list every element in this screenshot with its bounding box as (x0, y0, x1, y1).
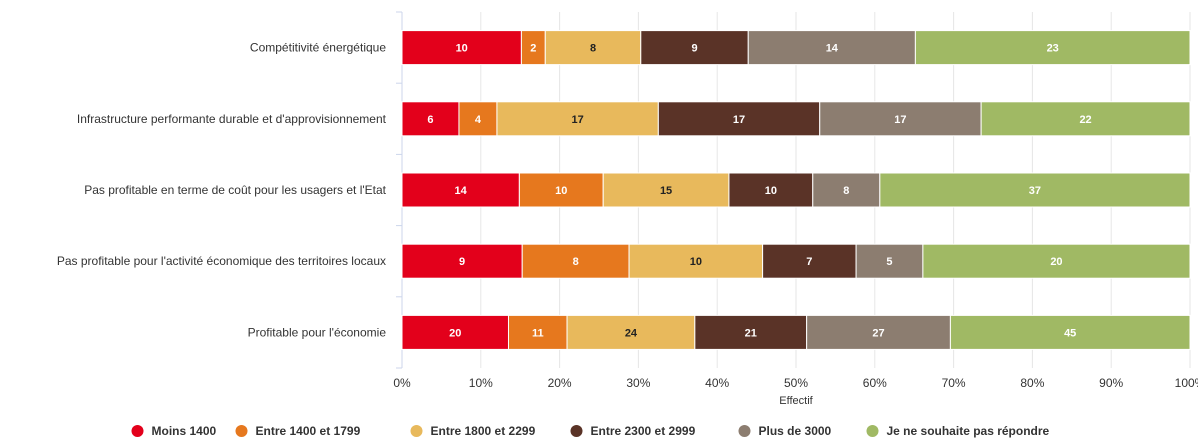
data-label: 10 (690, 256, 702, 268)
bar-segment[interactable] (879, 172, 1191, 208)
bar-segment[interactable] (819, 101, 982, 137)
bar-segment[interactable] (401, 314, 509, 350)
data-label: 45 (1064, 327, 1076, 339)
bar-segment[interactable] (496, 101, 659, 137)
bar-segment[interactable] (657, 101, 821, 137)
data-label: 17 (894, 114, 906, 126)
x-tick-label: 90% (1099, 376, 1123, 390)
legend-marker (131, 425, 144, 437)
data-label: 23 (1047, 43, 1059, 55)
data-label: 8 (843, 185, 849, 197)
bar-segment[interactable] (628, 243, 764, 279)
bar-segment[interactable] (602, 172, 730, 208)
bar-segment[interactable] (521, 243, 630, 279)
bar-segment[interactable] (922, 243, 1191, 279)
bar-segment[interactable] (544, 30, 642, 66)
x-tick-label: 10% (469, 376, 493, 390)
data-label: 2 (530, 43, 536, 55)
data-label: 10 (456, 43, 468, 55)
data-label: 27 (872, 327, 884, 339)
bar-segment[interactable] (728, 172, 814, 208)
data-label: 11 (532, 327, 544, 339)
legend-marker (410, 425, 423, 437)
bar-segment[interactable] (949, 314, 1191, 350)
data-label: 14 (455, 185, 468, 197)
data-label: 10 (555, 185, 567, 197)
data-label: 8 (590, 43, 596, 55)
x-tick-label: 30% (626, 376, 650, 390)
data-label: 4 (475, 114, 482, 126)
data-label: 20 (1050, 256, 1062, 268)
data-label: 17 (733, 114, 745, 126)
data-label: 7 (806, 256, 812, 268)
x-tick-label: 20% (548, 376, 572, 390)
legend-marker (235, 425, 248, 437)
legend-item[interactable]: Moins 1400 (131, 424, 217, 438)
category-label: Profitable pour l'économie (248, 325, 387, 339)
data-label: 9 (691, 43, 697, 55)
legend-item[interactable]: Entre 1400 et 1799 (235, 424, 361, 438)
bar-segment[interactable] (747, 30, 916, 66)
data-label: 22 (1079, 114, 1091, 126)
data-label: 24 (625, 327, 638, 339)
data-label: 5 (886, 256, 892, 268)
legend-marker (570, 425, 583, 437)
data-label: 8 (573, 256, 579, 268)
bar-segment[interactable] (507, 314, 568, 350)
legend-item[interactable]: Je ne souhaite pas répondre (866, 424, 1050, 438)
legend-item[interactable]: Entre 2300 et 2999 (570, 424, 696, 438)
x-tick-label: 60% (863, 376, 887, 390)
category-labels: Compétitivité énergétique Infrastructure … (57, 41, 387, 340)
data-label: 14 (826, 43, 839, 55)
category-label: Compétitivité énergétique (250, 41, 386, 55)
data-label: 37 (1029, 185, 1041, 197)
data-label: 6 (427, 114, 433, 126)
data-label: 20 (449, 327, 461, 339)
bar-segment[interactable] (401, 172, 520, 208)
data-label: 10 (765, 185, 777, 197)
x-tick-label: 70% (942, 376, 966, 390)
x-axis-ticks: 0% 10% 20% 30% 40% 50% 60% 70% 80% 90% 100% (393, 376, 1198, 390)
legend[interactable]: Moins 1400 Entre 1400 et 1799 Entre 1800 e… (131, 424, 1050, 438)
legend-marker (738, 425, 751, 437)
x-tick-label: 80% (1020, 376, 1044, 390)
x-tick-label: 50% (784, 376, 808, 390)
bar-segment[interactable] (762, 243, 857, 279)
legend-label: Entre 1400 et 1799 (256, 424, 361, 438)
bars: 10 2 8 9 14 23 6 4 17 17 17 22 14 10 15 10 8 37 9 8 10 7 5 20 20… (401, 30, 1191, 350)
bar-segment[interactable] (518, 172, 604, 208)
legend-item[interactable]: Entre 1800 et 2299 (410, 424, 536, 438)
x-tick-label: 0% (393, 376, 411, 390)
bar-segment[interactable] (458, 101, 498, 137)
legend-label: Moins 1400 (152, 424, 217, 438)
bar-segment[interactable] (694, 314, 808, 350)
bar-segment[interactable] (640, 30, 749, 66)
bar-segment[interactable] (914, 30, 1191, 66)
legend-label: Plus de 3000 (759, 424, 832, 438)
category-label: Pas profitable pour l'activité économiqu… (57, 254, 386, 268)
bar-segment[interactable] (806, 314, 951, 350)
category-label: Infrastructure performante durable et d'… (77, 112, 387, 126)
legend-label: Je ne souhaite pas répondre (887, 424, 1050, 438)
x-axis-title: Effectif (779, 395, 813, 407)
bar-segment[interactable] (855, 243, 924, 279)
data-label: 17 (572, 114, 584, 126)
legend-item[interactable]: Plus de 3000 (738, 424, 832, 438)
category-label: Pas profitable en terme de coût pour les… (84, 183, 386, 197)
bar-segment[interactable] (980, 101, 1191, 137)
x-tick-label: 40% (705, 376, 729, 390)
legend-label: Entre 2300 et 2999 (591, 424, 696, 438)
legend-label: Entre 1800 et 2299 (431, 424, 536, 438)
data-label: 9 (459, 256, 465, 268)
data-label: 15 (660, 185, 672, 197)
x-tick-label: 100% (1175, 376, 1198, 390)
legend-marker (866, 425, 879, 437)
data-label: 21 (745, 327, 757, 339)
bar-segment[interactable] (401, 243, 523, 279)
